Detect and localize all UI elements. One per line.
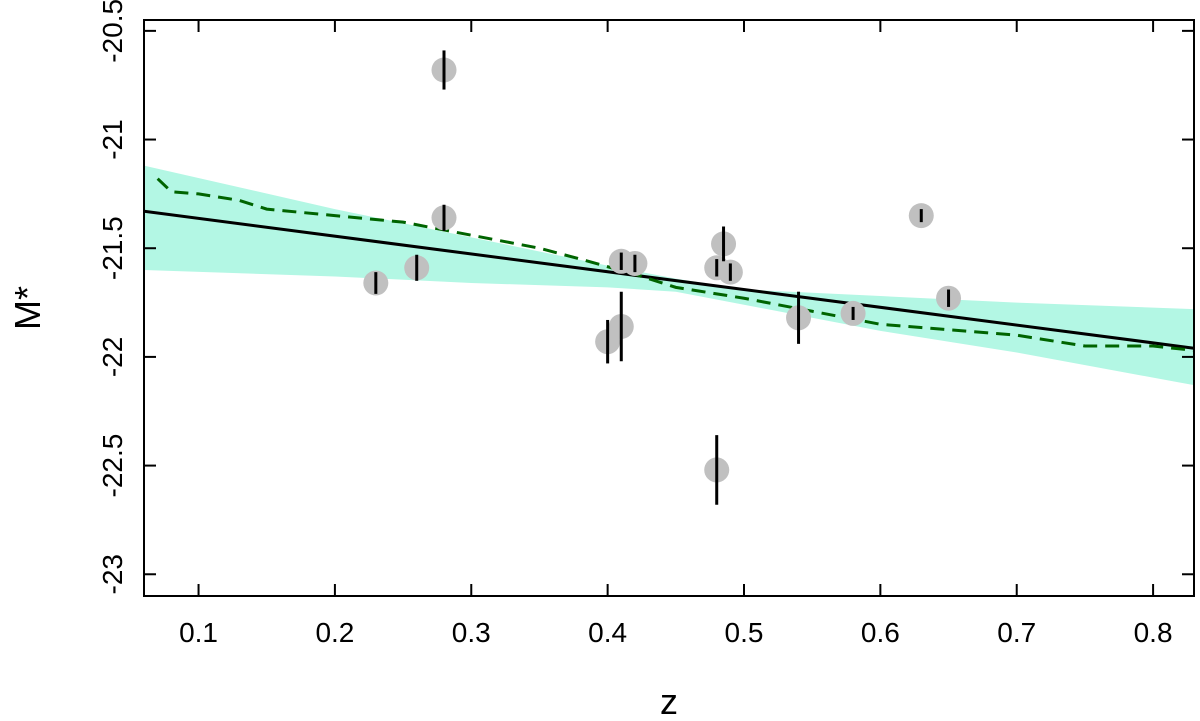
y-tick-label: -22	[97, 337, 128, 377]
confidence-band	[144, 165, 1194, 386]
x-tick-label: 0.1	[179, 617, 218, 648]
y-tick-label: -23	[97, 554, 128, 594]
y-tick-label: -21.5	[97, 216, 128, 280]
x-tick-label: 0.4	[588, 617, 627, 648]
x-tick-label: 0.7	[997, 617, 1036, 648]
plot-frame	[143, 19, 1195, 597]
y-axis-label: M*	[7, 286, 48, 330]
confidence-band-layer	[144, 165, 1194, 386]
x-tick-label: 0.6	[861, 617, 900, 648]
x-tick-label: 0.8	[1134, 617, 1173, 648]
x-tick-label: 0.5	[725, 617, 764, 648]
y-tick-label: -22.5	[97, 434, 128, 498]
y-axis: -20.5 -21 -21.5 -22 -22.5 -23	[97, 0, 1194, 594]
data-points-layer	[363, 50, 962, 505]
fit-lines-layer	[144, 177, 1194, 352]
x-tick-label: 0.2	[315, 617, 354, 648]
x-tick-label: 0.3	[452, 617, 491, 648]
x-axis-label: z	[660, 681, 678, 721]
fit-line	[144, 209, 1194, 350]
y-tick-label: -21	[97, 119, 128, 159]
x-axis: 0.1 0.2 0.3 0.4 0.5 0.6 0.7 0.8	[179, 20, 1173, 648]
y-tick-label: -20.5	[97, 0, 128, 63]
